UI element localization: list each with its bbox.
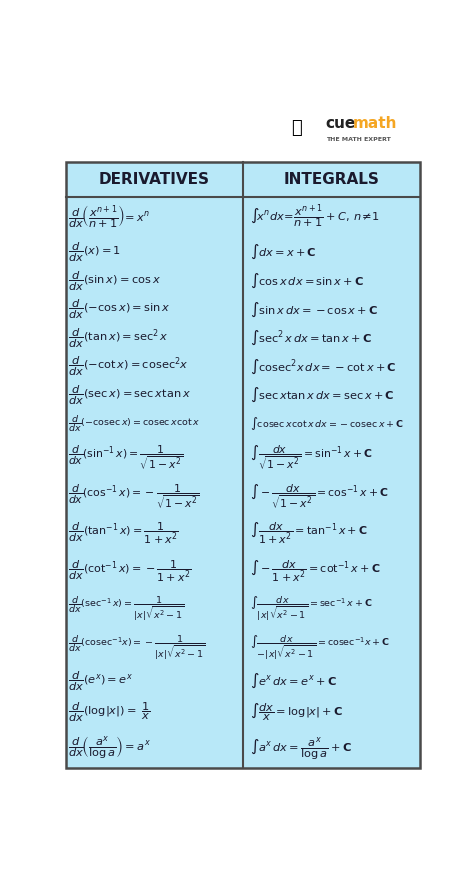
Text: $\int \dfrac{dx}{|x|\sqrt{x^2-1}} = \sec^{-1}x + \mathbf{C}$: $\int \dfrac{dx}{|x|\sqrt{x^2-1}} = \sec…: [250, 595, 373, 623]
Text: $\dfrac{d}{dx}(-\cos x) = \sin x$: $\dfrac{d}{dx}(-\cos x) = \sin x$: [68, 297, 171, 321]
Text: $\dfrac{d}{dx}(\sin^{-1}x) = \dfrac{1}{\sqrt{1-x^2}}$: $\dfrac{d}{dx}(\sin^{-1}x) = \dfrac{1}{\…: [68, 444, 184, 471]
Text: $\int \dfrac{dx}{-|x|\sqrt{x^2-1}} = \mathrm{cosec}^{-1}x + \mathbf{C}$: $\int \dfrac{dx}{-|x|\sqrt{x^2-1}} = \ma…: [250, 633, 390, 662]
Text: $\int \dfrac{dx}{\sqrt{1-x^2}} = \sin^{-1}x + \mathbf{C}$: $\int \dfrac{dx}{\sqrt{1-x^2}} = \sin^{-…: [250, 444, 373, 471]
Text: $\int \mathrm{cosec}\,x\cot x\,dx = -\mathrm{cosec}\,x + \mathbf{C}$: $\int \mathrm{cosec}\,x\cot x\,dx = -\ma…: [250, 415, 404, 433]
Text: $\dfrac{d}{dx}(\sec^{-1}x) = \dfrac{1}{|x|\sqrt{x^2-1}}$: $\dfrac{d}{dx}(\sec^{-1}x) = \dfrac{1}{|…: [68, 595, 185, 623]
Text: $\dfrac{d}{dx}\!\left(\dfrac{a^x}{\log a}\right) = a^x$: $\dfrac{d}{dx}\!\left(\dfrac{a^x}{\log a…: [68, 735, 151, 762]
Text: $\int e^x\,dx = e^x + \mathbf{C}$: $\int e^x\,dx = e^x + \mathbf{C}$: [250, 671, 337, 690]
Text: $\int \sec^2 x\,dx = \tan x + \mathbf{C}$: $\int \sec^2 x\,dx = \tan x + \mathbf{C}…: [250, 329, 373, 347]
Text: $\dfrac{d}{dx}(\cot^{-1}x) = -\dfrac{1}{1+x^2}$: $\dfrac{d}{dx}(\cot^{-1}x) = -\dfrac{1}{…: [68, 558, 192, 583]
Text: $\dfrac{d}{dx}\!\left(\dfrac{x^{n+1}}{n+1}\right)\!=x^n$: $\dfrac{d}{dx}\!\left(\dfrac{x^{n+1}}{n+…: [68, 203, 151, 231]
Text: cue: cue: [326, 116, 356, 131]
Text: $\int \dfrac{dx}{1+x^2} = \tan^{-1}x + \mathbf{C}$: $\int \dfrac{dx}{1+x^2} = \tan^{-1}x + \…: [250, 521, 368, 547]
Text: $\int dx = x+\mathbf{C}$: $\int dx = x+\mathbf{C}$: [250, 243, 317, 262]
Text: $\int \mathrm{cosec}^2 x\,dx = -\cot x + \mathbf{C}$: $\int \mathrm{cosec}^2 x\,dx = -\cot x +…: [250, 358, 397, 376]
Text: $\dfrac{d}{dx}(-\mathrm{cosec}\,x) = \mathrm{cosec}\,x\cot x$: $\dfrac{d}{dx}(-\mathrm{cosec}\,x) = \ma…: [68, 413, 201, 434]
Text: $\int \sec x\tan x\,dx = \sec x + \mathbf{C}$: $\int \sec x\tan x\,dx = \sec x + \mathb…: [250, 386, 395, 405]
Text: $\dfrac{d}{dx}(e^x) = e^x$: $\dfrac{d}{dx}(e^x) = e^x$: [68, 669, 134, 692]
Text: INTEGRALS: INTEGRALS: [283, 172, 379, 187]
Text: $\dfrac{d}{dx}(\sin x) = \cos x$: $\dfrac{d}{dx}(\sin x) = \cos x$: [68, 269, 161, 293]
Text: 🚀: 🚀: [291, 119, 301, 137]
Text: $\int \sin x\,dx = -\cos x + \mathbf{C}$: $\int \sin x\,dx = -\cos x + \mathbf{C}$: [250, 300, 379, 318]
Text: $\int a^x\,dx = \dfrac{a^x}{\log a} + \mathbf{C}$: $\int a^x\,dx = \dfrac{a^x}{\log a} + \m…: [250, 735, 352, 762]
Text: $\int -\dfrac{dx}{1+x^2} = \cot^{-1}x + \mathbf{C}$: $\int -\dfrac{dx}{1+x^2} = \cot^{-1}x + …: [250, 558, 381, 583]
Text: $\dfrac{d}{dx}(\sec x) = \sec x \tan x$: $\dfrac{d}{dx}(\sec x) = \sec x \tan x$: [68, 384, 191, 407]
Text: $\dfrac{d}{dx}(x) = 1$: $\dfrac{d}{dx}(x) = 1$: [68, 241, 121, 264]
Text: $\dfrac{d}{dx}(\cos^{-1}x) = -\dfrac{1}{\sqrt{1-x^2}}$: $\dfrac{d}{dx}(\cos^{-1}x) = -\dfrac{1}{…: [68, 482, 201, 510]
Text: $\dfrac{d}{dx}(\tan x) = \sec^2 x$: $\dfrac{d}{dx}(\tan x) = \sec^2 x$: [68, 326, 169, 350]
Text: THE MATH EXPERT: THE MATH EXPERT: [326, 137, 390, 142]
Text: $\dfrac{d}{dx}(\log|x|) =\; \dfrac{1}{x}$: $\dfrac{d}{dx}(\log|x|) =\; \dfrac{1}{x}…: [68, 700, 151, 724]
Text: DERIVATIVES: DERIVATIVES: [99, 172, 210, 187]
Text: $\int\! x^n dx\!=\!\dfrac{x^{n+1}}{n+1}+C,\;n\!\neq\!1$: $\int\! x^n dx\!=\!\dfrac{x^{n+1}}{n+1}+…: [250, 203, 380, 231]
Text: $\int \dfrac{dx}{x} = \log|x| + \mathbf{C}$: $\int \dfrac{dx}{x} = \log|x| + \mathbf{…: [250, 702, 343, 723]
Text: $\int \cos x\,dx = \sin x + \mathbf{C}$: $\int \cos x\,dx = \sin x + \mathbf{C}$: [250, 272, 365, 290]
Text: $\int -\dfrac{dx}{\sqrt{1-x^2}} = \cos^{-1}x + \mathbf{C}$: $\int -\dfrac{dx}{\sqrt{1-x^2}} = \cos^{…: [250, 482, 389, 510]
Text: $\dfrac{d}{dx}(-\cot x) = \mathrm{cosec}^2 x$: $\dfrac{d}{dx}(-\cot x) = \mathrm{cosec}…: [68, 355, 189, 378]
Text: $\dfrac{d}{dx}(\mathrm{cosec}^{-1}x) = -\dfrac{1}{|x|\sqrt{x^2-1}}$: $\dfrac{d}{dx}(\mathrm{cosec}^{-1}x) = -…: [68, 633, 206, 662]
Text: $\dfrac{d}{dx}(\tan^{-1}x) = \dfrac{1}{1+x^2}$: $\dfrac{d}{dx}(\tan^{-1}x) = \dfrac{1}{1…: [68, 521, 179, 547]
Text: math: math: [353, 116, 398, 131]
